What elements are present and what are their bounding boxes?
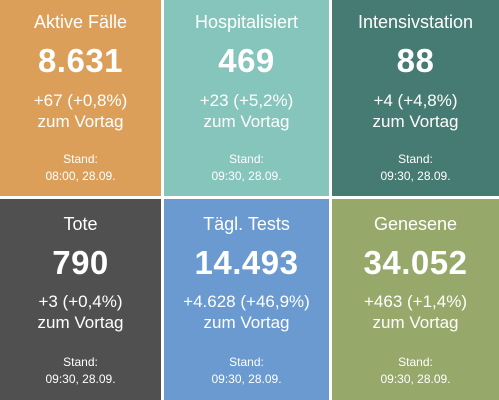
card-change: +23 (+5,2%) bbox=[199, 91, 294, 110]
card-stand-time: 08:00, 28.09. bbox=[45, 169, 116, 183]
card-change-suffix: zum Vortag bbox=[203, 313, 290, 332]
card-change: +4 (+4,8%) bbox=[373, 91, 458, 110]
card-stand-time: 09:30, 28.09. bbox=[380, 169, 451, 183]
card-stand-label: Stand: bbox=[229, 355, 264, 369]
card-change: +3 (+0,4%) bbox=[38, 292, 123, 311]
card-stand-label: Stand: bbox=[63, 152, 98, 166]
card-title: Genesene bbox=[373, 214, 458, 234]
card-aktive-faelle: Aktive Fälle 8.631 +67 (+0,8%) zum Vorta… bbox=[0, 0, 161, 196]
card-value: 8.631 bbox=[37, 42, 124, 79]
card-stand-label: Stand: bbox=[398, 355, 433, 369]
card-stand-label: Stand: bbox=[63, 355, 98, 369]
card-stand-label: Stand: bbox=[229, 152, 264, 166]
card-title: Intensivstation bbox=[357, 12, 474, 32]
card-stand-time: 09:30, 28.09. bbox=[380, 372, 451, 386]
card-value: 88 bbox=[396, 42, 435, 79]
card-value: 34.052 bbox=[363, 244, 468, 281]
card-stand-label: Stand: bbox=[398, 152, 433, 166]
card-change-suffix: zum Vortag bbox=[37, 313, 124, 332]
card-intensivstation: Intensivstation 88 +4 (+4,8%) zum Vortag… bbox=[332, 0, 499, 196]
card-change: +67 (+0,8%) bbox=[33, 91, 128, 110]
card-title: Tägl. Tests bbox=[203, 214, 290, 234]
card-tote: Tote 790 +3 (+0,4%) zum Vortag Stand: 09… bbox=[0, 199, 161, 400]
card-genesene: Genesene 34.052 +463 (+1,4%) zum Vortag … bbox=[332, 199, 499, 400]
card-change-suffix: zum Vortag bbox=[372, 313, 459, 332]
card-hospitalisiert: Hospitalisiert 469 +23 (+5,2%) zum Vorta… bbox=[164, 0, 329, 196]
card-stand-time: 09:30, 28.09. bbox=[45, 372, 116, 386]
card-stand-time: 09:30, 28.09. bbox=[211, 372, 282, 386]
card-change: +463 (+1,4%) bbox=[363, 292, 467, 311]
card-change-suffix: zum Vortag bbox=[203, 112, 290, 131]
card-value: 469 bbox=[218, 42, 275, 79]
card-stand-time: 09:30, 28.09. bbox=[211, 169, 282, 183]
card-title: Hospitalisiert bbox=[194, 12, 299, 32]
card-change-suffix: zum Vortag bbox=[372, 112, 459, 131]
card-change-suffix: zum Vortag bbox=[37, 112, 124, 131]
card-title: Aktive Fälle bbox=[33, 12, 128, 32]
card-title: Tote bbox=[63, 214, 98, 234]
card-value: 14.493 bbox=[194, 244, 299, 281]
card-value: 790 bbox=[52, 244, 109, 281]
card-change: +4.628 (+46,9%) bbox=[183, 292, 310, 311]
card-taegl-tests: Tägl. Tests 14.493 +4.628 (+46,9%) zum V… bbox=[164, 199, 329, 400]
